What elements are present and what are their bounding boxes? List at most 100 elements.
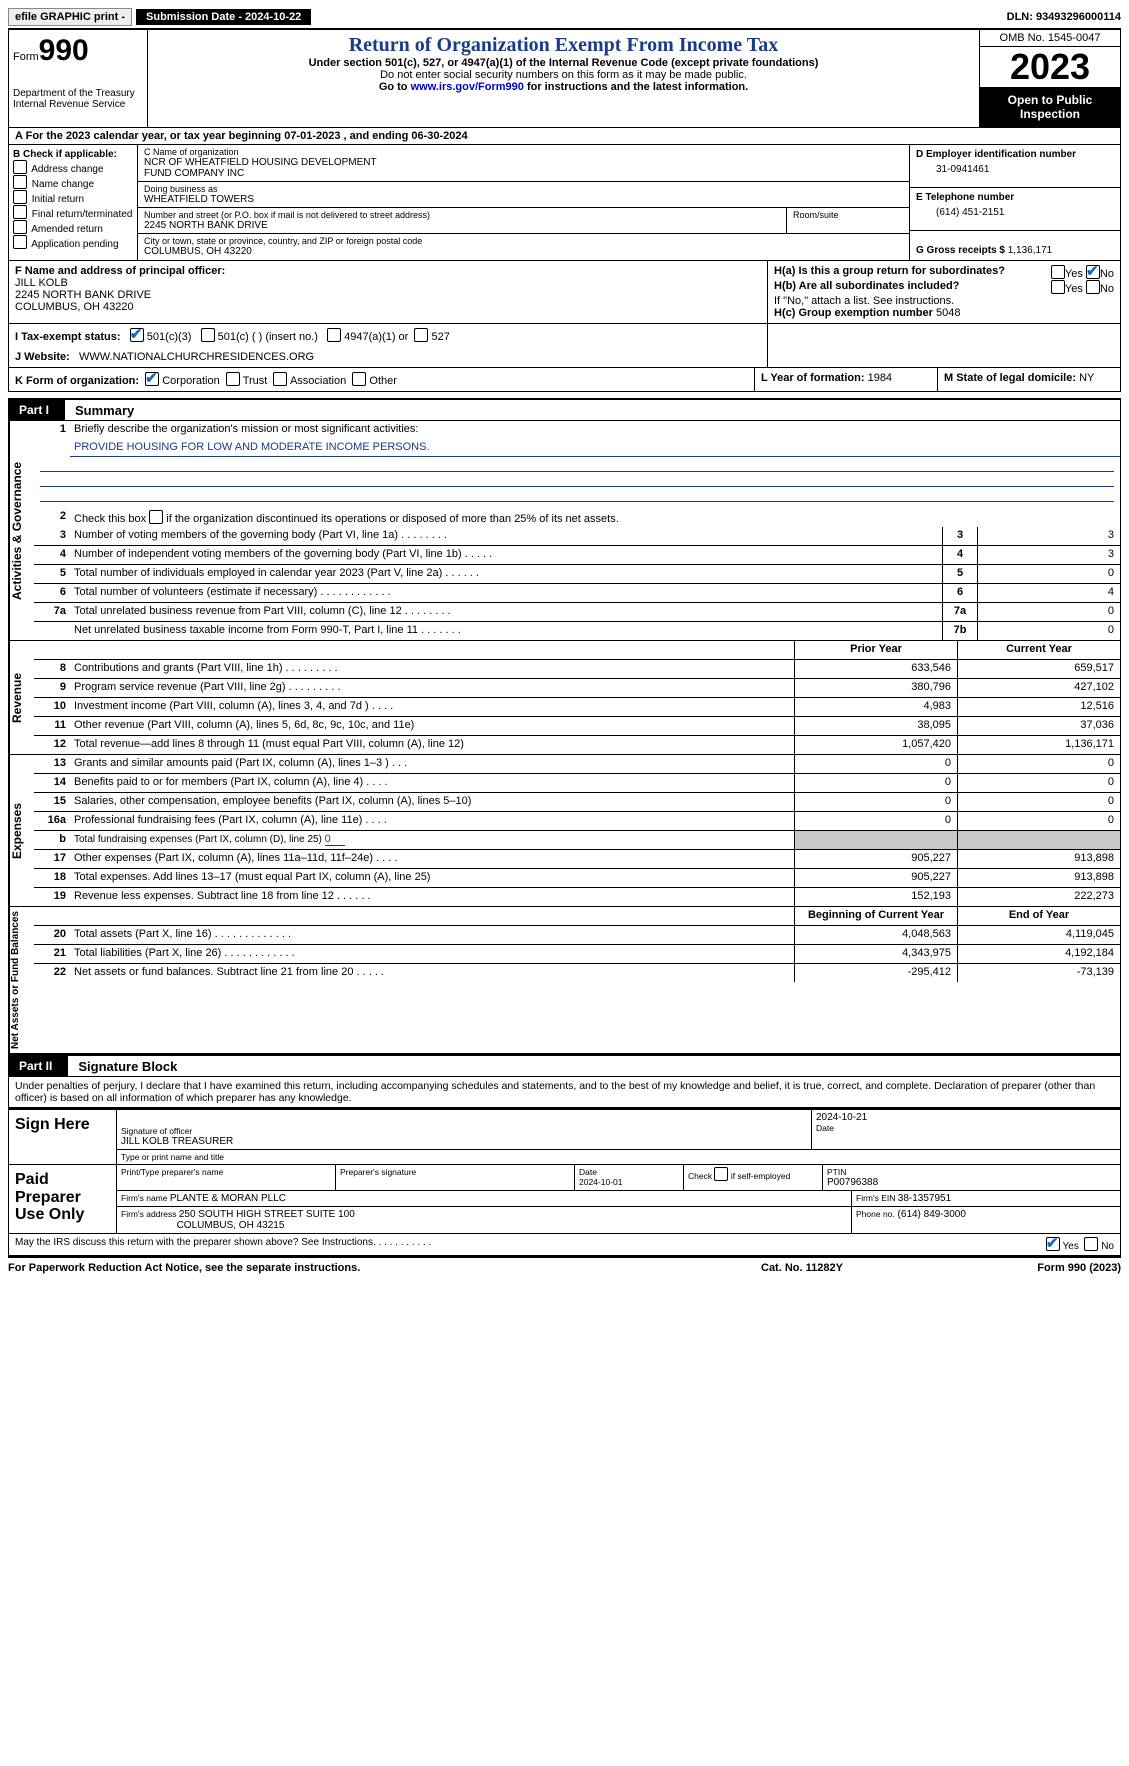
room-label: Room/suite	[793, 210, 903, 220]
cb-initial[interactable]: Initial return	[13, 190, 133, 205]
val-4: 3	[977, 546, 1120, 564]
p17: 905,227	[794, 850, 957, 868]
hb-yes[interactable]	[1051, 280, 1065, 294]
page-footer: For Paperwork Reduction Act Notice, see …	[8, 1256, 1121, 1278]
top-bar: efile GRAPHIC print - Submission Date - …	[8, 8, 1121, 26]
cb-trust[interactable]	[226, 372, 240, 386]
row-i: I Tax-exempt status: 501(c)(3) 501(c) ( …	[8, 324, 1121, 347]
val-5: 0	[977, 565, 1120, 583]
summary-revenue: Revenue Prior YearCurrent Year 8Contribu…	[8, 641, 1121, 755]
c15: 0	[957, 793, 1120, 811]
p15: 0	[794, 793, 957, 811]
part-2-title: Signature Block	[68, 1059, 177, 1074]
efile-button[interactable]: efile GRAPHIC print -	[8, 8, 132, 26]
cb-501c3[interactable]	[130, 328, 144, 342]
hc-value: 5048	[936, 307, 960, 319]
paperwork-notice: For Paperwork Reduction Act Notice, see …	[8, 1262, 761, 1274]
dba-value: WHEATFIELD TOWERS	[144, 194, 903, 205]
cb-amended[interactable]: Amended return	[13, 220, 133, 235]
firm-ein: 38-1357951	[898, 1193, 951, 1204]
cb-corp[interactable]	[145, 372, 159, 386]
ssn-warning: Do not enter social security numbers on …	[152, 69, 975, 81]
state-domicile: NY	[1079, 372, 1094, 384]
cb-discontinued[interactable]	[149, 510, 163, 524]
c8: 659,517	[957, 660, 1120, 678]
row-j: J Website: WWW.NATIONALCHURCHRESIDENCES.…	[8, 347, 1121, 368]
gross-value: 1,136,171	[1008, 245, 1053, 256]
form990-link[interactable]: www.irs.gov/Form990	[411, 81, 524, 93]
c21: 4,192,184	[957, 945, 1120, 963]
street-address: 2245 NORTH BANK DRIVE	[144, 220, 780, 231]
ha-yes[interactable]	[1051, 265, 1065, 279]
penalty-statement: Under penalties of perjury, I declare th…	[8, 1077, 1121, 1108]
cb-527[interactable]	[414, 328, 428, 342]
form-number: Form990	[13, 34, 143, 68]
cb-name[interactable]: Name change	[13, 175, 133, 190]
cb-final[interactable]: Final return/terminated	[13, 205, 133, 220]
row-k-l-m: K Form of organization: Corporation Trus…	[8, 368, 1121, 392]
tab-revenue: Revenue	[9, 641, 34, 754]
ptin-value: P00796388	[827, 1177, 1116, 1188]
c12: 1,136,171	[957, 736, 1120, 754]
officer-city: COLUMBUS, OH 43220	[15, 301, 134, 313]
discuss-row: May the IRS discuss this return with the…	[9, 1234, 1120, 1255]
mission-text: PROVIDE HOUSING FOR LOW AND MODERATE INC…	[70, 439, 1120, 457]
form-word: Form	[13, 51, 39, 63]
form-990: 990	[39, 34, 89, 67]
firm-name: PLANTE & MORAN PLLC	[170, 1193, 286, 1204]
officer-addr: 2245 NORTH BANK DRIVE	[15, 289, 151, 301]
c22: -73,139	[957, 964, 1120, 982]
section-c: C Name of organization NCR OF WHEATFIELD…	[138, 145, 910, 260]
tab-expenses: Expenses	[9, 755, 34, 906]
c19: 222,273	[957, 888, 1120, 906]
ein-value: 31-0941461	[916, 164, 1114, 175]
gross-cell: G Gross receipts $ 1,136,171	[910, 231, 1120, 260]
org-name-2: FUND COMPANY INC	[144, 168, 903, 179]
block-b-c-d-e: B Check if applicable: Address change Na…	[8, 145, 1121, 261]
c16a: 0	[957, 812, 1120, 830]
sign-here-label: Sign Here	[9, 1110, 116, 1164]
p19: 152,193	[794, 888, 957, 906]
c9: 427,102	[957, 679, 1120, 697]
c20: 4,119,045	[957, 926, 1120, 944]
p9: 380,796	[794, 679, 957, 697]
discuss-yes[interactable]	[1046, 1237, 1060, 1251]
cb-application[interactable]: Application pending	[13, 235, 133, 250]
mission-line	[40, 472, 1114, 487]
header-right: OMB No. 1545-0047 2023 Open to Public In…	[980, 30, 1120, 127]
val-16b: 0	[325, 833, 345, 846]
section-d-e-g: D Employer identification number 31-0941…	[910, 145, 1120, 260]
cb-address[interactable]: Address change	[13, 160, 133, 175]
p20: 4,048,563	[794, 926, 957, 944]
omb-number: OMB No. 1545-0047	[980, 30, 1120, 47]
p13: 0	[794, 755, 957, 773]
cb-501c[interactable]	[201, 328, 215, 342]
phone-cell: E Telephone number (614) 451-2151	[910, 188, 1120, 231]
year-formation: 1984	[868, 372, 892, 384]
ha-no[interactable]	[1086, 265, 1100, 279]
cb-assoc[interactable]	[273, 372, 287, 386]
h-note: If "No," attach a list. See instructions…	[774, 295, 1114, 307]
summary-activities: Activities & Governance 1Briefly describ…	[8, 421, 1121, 641]
tax-year: 2023	[980, 47, 1120, 87]
website-value: WWW.NATIONALCHURCHRESIDENCES.ORG	[79, 351, 314, 363]
cb-other[interactable]	[352, 372, 366, 386]
cb-4947[interactable]	[327, 328, 341, 342]
summary-net-assets: Net Assets or Fund Balances Beginning of…	[8, 907, 1121, 1054]
officer-name: JILL KOLB	[15, 277, 68, 289]
cat-no: Cat. No. 11282Y	[761, 1262, 941, 1274]
val-3: 3	[977, 527, 1120, 545]
discuss-no[interactable]	[1084, 1237, 1098, 1251]
row-a-tax-year: A For the 2023 calendar year, or tax yea…	[8, 128, 1121, 145]
tab-net-assets: Net Assets or Fund Balances	[9, 907, 34, 1053]
part-1-title: Summary	[65, 403, 134, 418]
summary-expenses: Expenses 13Grants and similar amounts pa…	[8, 755, 1121, 907]
cb-self-employed[interactable]	[714, 1167, 728, 1181]
c10: 12,516	[957, 698, 1120, 716]
hb-no[interactable]	[1086, 280, 1100, 294]
section-b: B Check if applicable: Address change Na…	[9, 145, 138, 260]
section-h: H(a) Is this a group return for subordin…	[768, 261, 1120, 323]
row-f-h: F Name and address of principal officer:…	[8, 261, 1121, 324]
firm-phone: (614) 849-3000	[898, 1209, 966, 1220]
dba-cell: Doing business as WHEATFIELD TOWERS	[138, 182, 909, 208]
